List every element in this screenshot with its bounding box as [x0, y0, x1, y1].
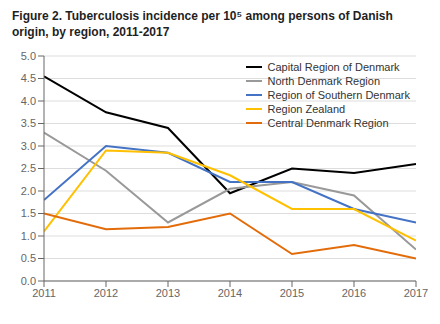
svg-text:1.0: 1.0 [21, 230, 36, 242]
svg-text:2011: 2011 [32, 287, 56, 299]
svg-text:0.0: 0.0 [21, 275, 36, 287]
svg-text:2.0: 2.0 [21, 185, 36, 197]
svg-text:2016: 2016 [342, 287, 366, 299]
html-text:Region of Southern Denmark: Region of Southern Denmark [267, 89, 410, 101]
svg-text:0.5: 0.5 [21, 252, 36, 264]
svg-text:3.5: 3.5 [21, 117, 36, 129]
html-text:Capital Region of Denmark: Capital Region of Denmark [267, 61, 400, 73]
svg-text:2013: 2013 [156, 287, 180, 299]
html-text:North Denmark Region: North Denmark Region [267, 75, 380, 87]
html-text:Central Denmark Region: Central Denmark Region [267, 117, 389, 129]
svg-text:2014: 2014 [218, 287, 242, 299]
svg-text:2.5: 2.5 [21, 162, 36, 174]
svg-text:1.5: 1.5 [21, 207, 36, 219]
svg-text:4.0: 4.0 [21, 95, 36, 107]
html-text:Figure 2. Tuberculosis inciden: Figure 2. Tuberculosis incidence per 10⁵… [12, 9, 393, 39]
svg-text:5.0: 5.0 [21, 50, 36, 62]
svg-text:2017: 2017 [404, 287, 428, 299]
svg-text:2015: 2015 [280, 287, 304, 299]
svg-text:2012: 2012 [94, 287, 118, 299]
html-text:Region Zealand: Region Zealand [267, 103, 346, 115]
svg-text:4.5: 4.5 [21, 72, 36, 84]
svg-text:3.0: 3.0 [21, 140, 36, 152]
